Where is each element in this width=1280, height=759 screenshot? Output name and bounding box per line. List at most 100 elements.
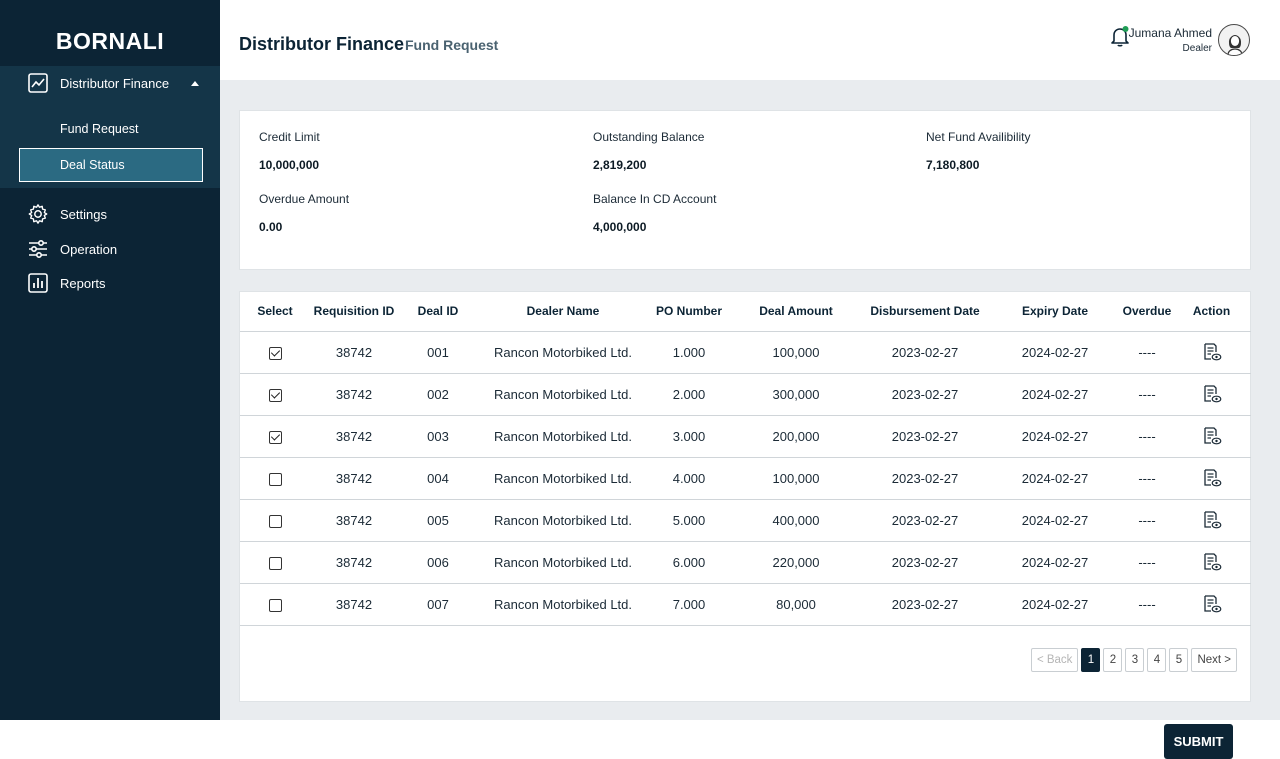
- credit-limit-label: Credit Limit: [259, 130, 320, 144]
- pagination-page-5[interactable]: 5: [1169, 648, 1189, 672]
- dealer-name-cell: Rancon Motorbiked Ltd.: [478, 499, 648, 542]
- submit-button[interactable]: SUBMIT: [1164, 724, 1233, 759]
- column-header: Disbursement Date: [862, 292, 988, 332]
- overdue-cell: ----: [1122, 499, 1172, 542]
- bell-icon[interactable]: [1108, 24, 1132, 48]
- overdue-cell: ----: [1122, 583, 1172, 626]
- deal-amount-cell: 300,000: [730, 373, 862, 416]
- sidebar: BORNALI Distributor Finance Fund Request…: [0, 0, 220, 720]
- pagination-page-3[interactable]: 3: [1125, 648, 1145, 672]
- avatar[interactable]: [1218, 24, 1250, 56]
- table-row: 38742 007 Rancon Motorbiked Ltd. 7.000 80,00…: [240, 583, 1251, 626]
- gear-icon: [27, 203, 49, 225]
- sidebar-item-settings[interactable]: Settings: [0, 199, 220, 229]
- po-number-cell: 6.000: [648, 541, 730, 584]
- overdue-cell: ----: [1122, 373, 1172, 416]
- expiry-date-cell: 2024-02-27: [988, 373, 1122, 416]
- sidebar-item-reports[interactable]: Reports: [0, 268, 220, 298]
- deals-table: Select Requisition ID Deal ID Dealer Nam…: [240, 292, 1251, 626]
- requisition-id-cell: 38742: [310, 499, 398, 542]
- deal-amount-cell: 100,000: [730, 331, 862, 374]
- overdue-cell: ----: [1122, 331, 1172, 374]
- row-select-checkbox[interactable]: [268, 430, 282, 444]
- deal-amount-cell: 400,000: [730, 499, 862, 542]
- action-cell: [1172, 541, 1251, 584]
- view-document-icon[interactable]: [1202, 552, 1222, 572]
- requisition-id-cell: 38742: [310, 415, 398, 458]
- action-cell: [1172, 331, 1251, 374]
- user-name: Jumana Ahmed: [1128, 26, 1212, 40]
- requisition-id-cell: 38742: [310, 457, 398, 500]
- credit-limit-value: 10,000,000: [259, 158, 320, 172]
- view-document-icon[interactable]: [1202, 384, 1222, 404]
- pagination-back-button[interactable]: < Back: [1030, 648, 1079, 672]
- action-cell: [1172, 457, 1251, 500]
- brand-logo: BORNALI: [55, 28, 165, 54]
- disbursement-date-cell: 2023-02-27: [862, 415, 988, 458]
- sidebar-subitem-deal-status[interactable]: Deal Status: [19, 148, 203, 182]
- deal-id-cell: 001: [398, 331, 478, 374]
- page-title: Distributor Finance: [239, 34, 405, 54]
- row-select-checkbox[interactable]: [268, 388, 282, 402]
- po-number-cell: 2.000: [648, 373, 730, 416]
- view-document-icon[interactable]: [1202, 594, 1222, 614]
- action-cell: [1172, 583, 1251, 626]
- overdue-amount-label: Overdue Amount: [259, 192, 350, 206]
- requisition-id-cell: 38742: [310, 331, 398, 374]
- sidebar-item-label: Distributor Finance: [60, 75, 170, 91]
- row-select-checkbox[interactable]: [268, 598, 282, 612]
- dealer-name-cell: Rancon Motorbiked Ltd.: [478, 415, 648, 458]
- outstanding-balance-label: Outstanding Balance: [593, 130, 705, 144]
- pagination-page-2[interactable]: 2: [1103, 648, 1123, 672]
- select-cell: [240, 457, 310, 500]
- column-header: Requisition ID: [310, 292, 398, 332]
- requisition-id-cell: 38742: [310, 373, 398, 416]
- column-header: Deal Amount: [730, 292, 862, 332]
- action-cell: [1172, 415, 1251, 458]
- deal-id-cell: 007: [398, 583, 478, 626]
- chevron-up-icon[interactable]: [191, 81, 199, 86]
- column-header: Deal ID: [398, 292, 478, 332]
- sliders-icon: [27, 238, 49, 260]
- deal-id-cell: 005: [398, 499, 478, 542]
- disbursement-date-cell: 2023-02-27: [862, 331, 988, 374]
- row-select-checkbox[interactable]: [268, 556, 282, 570]
- page-subtitle: Fund Request: [405, 37, 499, 53]
- dealer-name-cell: Rancon Motorbiked Ltd.: [478, 583, 648, 626]
- deal-amount-cell: 220,000: [730, 541, 862, 584]
- cd-balance-value: 4,000,000: [593, 220, 647, 234]
- column-header: Dealer Name: [478, 292, 648, 332]
- column-header: Overdue: [1122, 292, 1172, 332]
- row-select-checkbox[interactable]: [268, 472, 282, 486]
- dealer-name-cell: Rancon Motorbiked Ltd.: [478, 331, 648, 374]
- expiry-date-cell: 2024-02-27: [988, 415, 1122, 458]
- table-row: 38742 005 Rancon Motorbiked Ltd. 5.000 400,0…: [240, 499, 1251, 542]
- view-document-icon[interactable]: [1202, 426, 1222, 446]
- pagination-page-4[interactable]: 4: [1147, 648, 1167, 672]
- row-select-checkbox[interactable]: [268, 346, 282, 360]
- row-select-checkbox[interactable]: [268, 514, 282, 528]
- sidebar-item-distributor-finance[interactable]: Distributor Finance: [0, 68, 220, 98]
- sidebar-subitem-fund-request[interactable]: Fund Request: [60, 122, 139, 136]
- dealer-name-cell: Rancon Motorbiked Ltd.: [478, 373, 648, 416]
- expiry-date-cell: 2024-02-27: [988, 583, 1122, 626]
- select-cell: [240, 331, 310, 374]
- select-cell: [240, 541, 310, 584]
- disbursement-date-cell: 2023-02-27: [862, 583, 988, 626]
- overdue-amount-value: 0.00: [259, 220, 283, 234]
- expiry-date-cell: 2024-02-27: [988, 499, 1122, 542]
- overdue-cell: ----: [1122, 415, 1172, 458]
- table-row: 38742 001 Rancon Motorbiked Ltd. 1.000 100,0…: [240, 331, 1251, 374]
- sidebar-item-label: Settings: [60, 206, 107, 222]
- view-document-icon[interactable]: [1202, 468, 1222, 488]
- table-header-row: Select Requisition ID Deal ID Dealer Nam…: [240, 292, 1251, 332]
- column-header: Expiry Date: [988, 292, 1122, 332]
- view-document-icon[interactable]: [1202, 510, 1222, 530]
- sidebar-item-operation[interactable]: Operation: [0, 234, 220, 264]
- po-number-cell: 3.000: [648, 415, 730, 458]
- pagination-next-button[interactable]: Next >: [1191, 648, 1237, 672]
- deal-id-cell: 002: [398, 373, 478, 416]
- view-document-icon[interactable]: [1202, 342, 1222, 362]
- pagination-page-1[interactable]: 1: [1081, 648, 1101, 672]
- net-fund-value: 7,180,800: [926, 158, 980, 172]
